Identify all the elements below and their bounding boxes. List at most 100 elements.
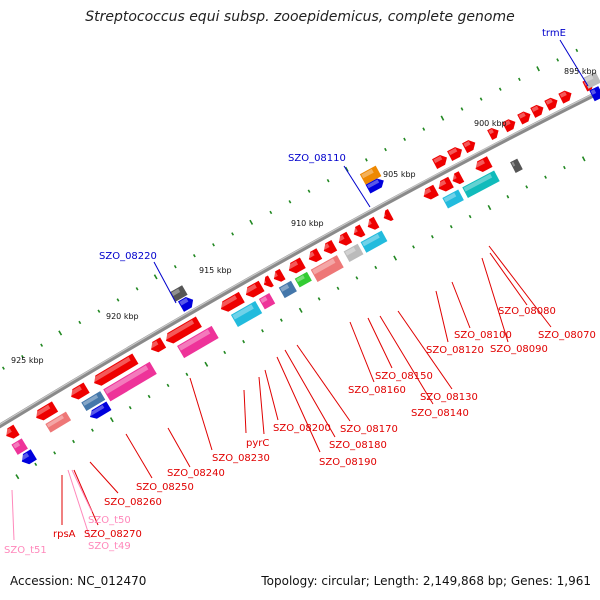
gene-reverse[interactable] xyxy=(351,224,366,239)
gene-label-szo-08110[interactable]: SZO_08110 xyxy=(288,153,346,164)
outer-tick xyxy=(288,200,292,204)
leader-line xyxy=(559,39,589,87)
gene-reverse[interactable] xyxy=(33,401,59,423)
gene-reverse-green[interactable] xyxy=(294,271,312,288)
gene-label[interactable]: SZO_08080 xyxy=(498,306,556,317)
gene-reverse[interactable] xyxy=(91,353,139,388)
gene-label[interactable]: SZO_08140 xyxy=(411,408,469,419)
backbone-arc-highlight xyxy=(0,89,600,426)
gene-reverse-lightred[interactable] xyxy=(310,255,344,283)
outer-tick xyxy=(307,189,311,193)
trna-label[interactable]: SZO_t50 xyxy=(88,515,131,526)
gene-reverse[interactable] xyxy=(243,280,265,300)
gene-label-pyrc[interactable]: pyrC xyxy=(246,438,269,449)
gene-label[interactable]: SZO_08190 xyxy=(319,457,377,468)
gene-label-rpsa[interactable]: rpsA xyxy=(53,529,76,540)
gene-reverse[interactable] xyxy=(421,184,439,202)
gene-reverse[interactable] xyxy=(261,275,274,289)
gene-forward[interactable] xyxy=(502,117,518,133)
gene-reverse[interactable] xyxy=(3,424,20,441)
gene-label-szo-08220[interactable]: SZO_08220 xyxy=(99,251,157,262)
gene-reverse[interactable] xyxy=(365,216,380,232)
gene-highlight-trme[interactable] xyxy=(589,86,600,102)
gene-reverse-pink[interactable] xyxy=(11,438,28,455)
gene-highlight-szo-08110[interactable] xyxy=(365,176,387,194)
gene-reverse[interactable] xyxy=(163,316,202,347)
feature-track[interactable] xyxy=(3,71,600,467)
gene-label[interactable]: SZO_08260 xyxy=(104,497,162,508)
inner-tick xyxy=(506,195,510,199)
gene-label[interactable]: SZO_08130 xyxy=(420,392,478,403)
leader-line xyxy=(367,317,393,369)
gene-reverse[interactable] xyxy=(321,239,338,256)
gene-label[interactable]: SZO_08230 xyxy=(212,453,270,464)
gene-label[interactable]: SZO_08120 xyxy=(426,345,484,356)
gene-reverse[interactable] xyxy=(381,209,394,223)
gene-reverse[interactable] xyxy=(436,176,454,194)
gene-forward[interactable] xyxy=(517,109,533,125)
gene-reverse-cyan[interactable] xyxy=(442,189,464,209)
gene-reverse[interactable] xyxy=(336,231,353,248)
gene-reverse[interactable] xyxy=(148,337,167,354)
gene-label[interactable]: SZO_08170 xyxy=(340,424,398,435)
gene-forward[interactable] xyxy=(462,138,478,154)
kbp-label: 910 kbp xyxy=(291,219,324,228)
gene-reverse[interactable] xyxy=(286,257,306,275)
genome-stats-footer: Topology: circular; Length: 2,149,868 bp… xyxy=(261,574,591,588)
inner-tick xyxy=(185,372,189,377)
gene-label[interactable]: SZO_08240 xyxy=(167,468,225,479)
outer-tick xyxy=(135,287,139,291)
gene-reverse[interactable] xyxy=(218,291,245,314)
inner-tick xyxy=(279,318,283,322)
gene-forward[interactable] xyxy=(432,153,450,169)
gene-reverse-cyan[interactable] xyxy=(360,230,388,253)
gene-reverse-steel[interactable] xyxy=(278,280,297,299)
gene-label[interactable]: SZO_08250 xyxy=(136,482,194,493)
leader-line xyxy=(343,165,371,208)
kbp-label: 915 kbp xyxy=(199,266,232,275)
gene-reverse-lightred[interactable] xyxy=(45,411,72,433)
leader-line xyxy=(451,281,471,329)
leader-line xyxy=(481,257,509,343)
gene-label[interactable]: SZO_08090 xyxy=(490,344,548,355)
gene-reverse-blue[interactable] xyxy=(19,449,37,467)
gene-reverse[interactable] xyxy=(450,171,465,186)
gene-reverse-pink[interactable] xyxy=(177,325,219,359)
gene-reverse-gray[interactable] xyxy=(343,243,364,263)
gene-reverse-blue[interactable] xyxy=(87,401,112,421)
gene-forward[interactable] xyxy=(544,95,560,111)
trna-label[interactable]: SZO_t51 xyxy=(4,545,47,556)
outer-tick xyxy=(326,179,330,183)
gene-forward-gray[interactable] xyxy=(169,285,188,302)
gene-reverse[interactable] xyxy=(271,268,286,284)
gene-forward[interactable] xyxy=(487,126,501,141)
gene-reverse[interactable] xyxy=(68,382,90,402)
gene-label[interactable]: SZO_08070 xyxy=(538,330,596,341)
gene-label[interactable]: SZO_08160 xyxy=(348,385,406,396)
gene-reverse-teal[interactable] xyxy=(462,170,500,198)
gene-forward[interactable] xyxy=(447,145,465,162)
gene-forward-orange[interactable] xyxy=(359,165,382,185)
outer-tick xyxy=(153,274,158,280)
inner-tick xyxy=(298,307,303,313)
gene-forward[interactable] xyxy=(558,88,574,104)
gene-label[interactable]: SZO_08270 xyxy=(84,529,142,540)
gene-label[interactable]: SZO_08100 xyxy=(454,330,512,341)
kbp-label: 895 kbp xyxy=(564,67,597,76)
gene-highlight-szo-08220[interactable] xyxy=(177,294,196,312)
trna-label[interactable]: SZO_t49 xyxy=(88,541,131,552)
gene-reverse-cyan[interactable] xyxy=(230,300,263,328)
inner-tick xyxy=(336,286,340,291)
gene-reverse-pink[interactable] xyxy=(103,361,157,402)
gene-forward[interactable] xyxy=(530,103,546,118)
gene-reverse-steel[interactable] xyxy=(81,391,106,412)
gene-reverse-pink[interactable] xyxy=(258,293,276,310)
gene-reverse[interactable] xyxy=(473,156,493,174)
gene-label[interactable]: SZO_08150 xyxy=(375,371,433,382)
gene-label[interactable]: SZO_08180 xyxy=(329,440,387,451)
gene-reverse-gray[interactable] xyxy=(510,158,523,173)
gene-reverse[interactable] xyxy=(306,248,323,264)
gene-label-trme[interactable]: trmE xyxy=(542,28,566,39)
gene-label[interactable]: SZO_08200 xyxy=(273,423,331,434)
